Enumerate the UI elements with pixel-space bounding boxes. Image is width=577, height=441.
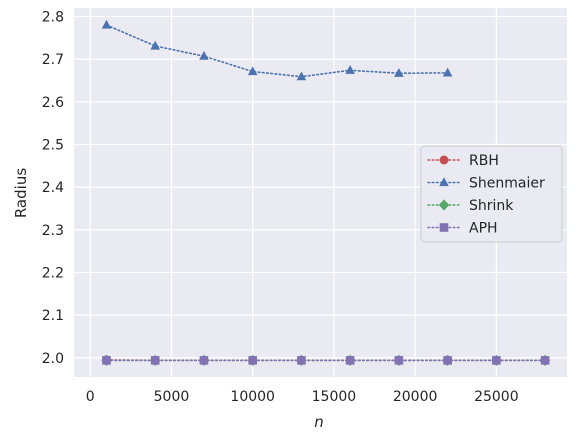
data-point xyxy=(199,51,209,60)
data-point xyxy=(394,68,404,77)
data-point xyxy=(442,67,453,77)
y-tick-label: 2.6 xyxy=(42,95,64,111)
y-tick-label: 2.3 xyxy=(42,223,64,239)
data-point xyxy=(247,66,258,76)
y-tick-label: 2.4 xyxy=(42,180,64,196)
series-layer xyxy=(101,19,551,366)
data-point xyxy=(199,356,209,365)
data-point xyxy=(102,356,111,365)
x-tick-label: 15000 xyxy=(312,389,357,405)
legend-box xyxy=(420,145,563,243)
data-point xyxy=(540,356,550,365)
x-axis-label: n xyxy=(314,413,324,431)
data-point xyxy=(101,19,112,29)
y-tick-label: 2.0 xyxy=(42,351,64,367)
data-point xyxy=(150,356,160,365)
legend: RBH Shenmaier Shrink APH xyxy=(420,145,563,243)
legend-label: RBH xyxy=(469,153,499,169)
legend-item: RBH xyxy=(427,153,499,169)
data-point xyxy=(248,356,257,365)
y-tick-label: 2.7 xyxy=(42,52,64,68)
x-tick-label: 25000 xyxy=(474,389,519,405)
data-point xyxy=(345,356,355,365)
data-point xyxy=(345,65,355,74)
legend-item: APH xyxy=(427,221,498,237)
legend-label: APH xyxy=(469,221,498,237)
legend-marker xyxy=(439,223,449,232)
y-tick-label: 2.5 xyxy=(42,138,64,154)
data-point xyxy=(443,356,452,365)
series-3 xyxy=(102,356,550,365)
y-axis-label: Radius xyxy=(12,168,30,218)
legend-marker xyxy=(438,199,450,211)
legend-item: Shenmaier xyxy=(427,176,545,192)
y-tick-label: 2.2 xyxy=(42,265,64,281)
x-tick-label: 20000 xyxy=(393,389,438,405)
data-point xyxy=(394,356,404,365)
data-point xyxy=(492,356,501,365)
ticks: 0 5000 10000 15000 20000 25000 2.0 2.1 2.2 2.3 2.4… xyxy=(42,10,519,405)
data-point xyxy=(150,40,161,50)
data-point xyxy=(296,71,307,81)
y-tick-label: 2.1 xyxy=(42,308,64,324)
y-tick-label: 2.8 xyxy=(42,10,64,26)
legend-marker xyxy=(439,155,449,165)
x-tick-label: 5000 xyxy=(154,389,190,405)
data-point xyxy=(297,356,306,365)
legend-label: Shrink xyxy=(469,198,514,214)
x-tick-label: 10000 xyxy=(230,389,275,405)
series-1 xyxy=(101,19,453,81)
series-line xyxy=(105,24,449,78)
legend-item: Shrink xyxy=(427,198,514,214)
legend-label: Shenmaier xyxy=(469,176,545,192)
legend-marker xyxy=(439,177,449,187)
x-tick-label: 0 xyxy=(86,389,95,405)
